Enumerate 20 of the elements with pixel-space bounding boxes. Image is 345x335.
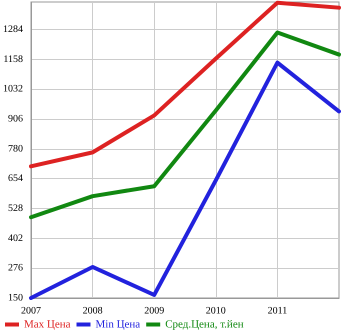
y-tick-label: 528 — [8, 202, 23, 214]
y-tick-label: 654 — [8, 173, 23, 184]
x-tick-label: 2007 — [21, 306, 41, 316]
y-tick-label: 402 — [8, 232, 23, 244]
y-tick-label: 906 — [8, 113, 23, 124]
legend-label: Max Цена — [24, 318, 71, 330]
y-tick-label: 1032 — [3, 84, 23, 95]
line-series — [29, 30, 341, 220]
y-tick-label: 1284 — [3, 24, 23, 35]
x-tick-label: 2008 — [82, 306, 103, 316]
x-tick-label: 2009 — [144, 306, 164, 316]
y-tick-label: 150 — [8, 292, 23, 304]
x-tick-label: 2010 — [206, 306, 226, 316]
line-series — [29, 0, 341, 168]
y-tick-label: 276 — [8, 262, 23, 274]
legend-label: Сред.Цена, т.йен — [165, 318, 244, 330]
legend-label: Min Цена — [96, 318, 140, 330]
x-tick-label: 2011 — [268, 306, 288, 316]
y-tick-label: 780 — [8, 143, 23, 154]
y-tick-label: 1158 — [3, 54, 23, 65]
